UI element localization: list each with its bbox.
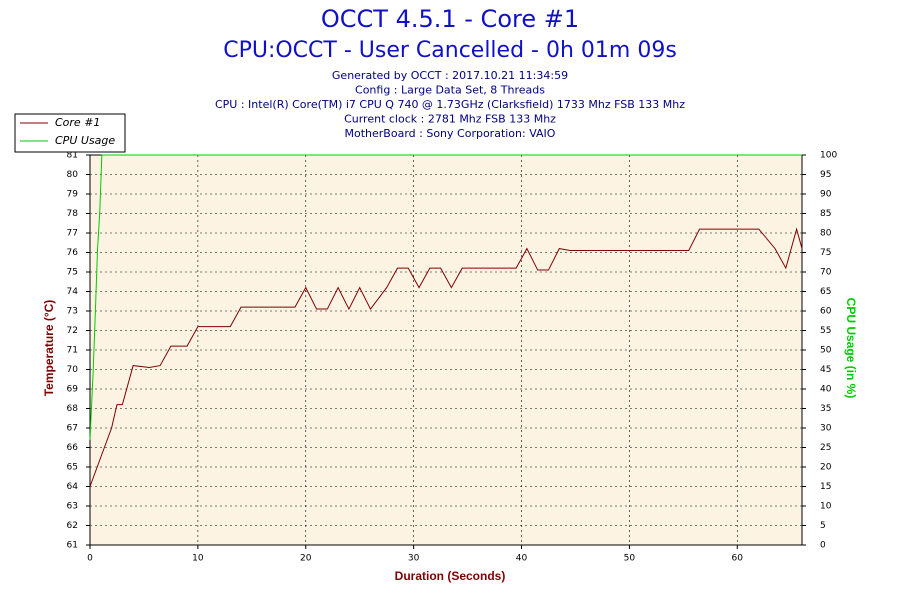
info-line: MotherBoard : Sony Corporation: VAIO xyxy=(345,127,556,140)
y-tick-label: 71 xyxy=(67,346,78,356)
info-line: Config : Large Data Set, 8 Threads xyxy=(355,84,545,97)
y-tick-label: 64 xyxy=(67,482,79,492)
chart-subtitle: CPU:OCCT - User Cancelled - 0h 01m 09s xyxy=(223,38,677,63)
info-line: Current clock : 2781 Mhz FSB 133 Mhz xyxy=(344,113,556,126)
y-tick-label: 68 xyxy=(67,404,79,414)
y-tick-label: 78 xyxy=(67,209,79,219)
x-tick-label: 0 xyxy=(87,554,93,564)
y2-tick-label: 55 xyxy=(820,326,831,336)
chart-title: OCCT 4.5.1 - Core #1 xyxy=(321,5,579,33)
y-tick-label: 63 xyxy=(67,502,78,512)
legend-box xyxy=(14,113,126,153)
y2-tick-label: 10 xyxy=(820,502,832,512)
y-tick-label: 62 xyxy=(67,521,78,531)
y2-tick-label: 85 xyxy=(820,209,831,219)
y2-tick-label: 45 xyxy=(820,365,831,375)
y-tick-label: 76 xyxy=(67,248,79,258)
y2-tick-label: 25 xyxy=(820,443,831,453)
y-tick-label: 67 xyxy=(67,424,78,434)
y2-tick-label: 15 xyxy=(820,482,831,492)
y2-axis-label: CPU Usage (in %) xyxy=(844,298,858,399)
y2-tick-label: 30 xyxy=(820,424,832,434)
x-tick-label: 30 xyxy=(408,554,420,564)
y-tick-label: 73 xyxy=(67,307,78,317)
x-tick-label: 50 xyxy=(624,554,636,564)
y2-tick-label: 5 xyxy=(820,521,826,531)
y-axis-label: Temperature (°C) xyxy=(42,300,56,397)
legend-label: Core #1 xyxy=(55,116,100,129)
y2-tick-label: 90 xyxy=(820,190,832,200)
info-line: CPU : Intel(R) Core(TM) i7 CPU Q 740 @ 1… xyxy=(215,98,685,111)
y-tick-label: 81 xyxy=(67,151,78,161)
y-tick-label: 72 xyxy=(67,326,78,336)
y2-tick-label: 100 xyxy=(820,151,837,161)
y-tick-label: 70 xyxy=(67,365,79,375)
y2-tick-label: 95 xyxy=(820,170,831,180)
y-tick-label: 80 xyxy=(67,170,79,180)
y2-tick-label: 20 xyxy=(820,463,832,473)
y-tick-label: 75 xyxy=(67,268,78,278)
x-tick-label: 40 xyxy=(516,554,528,564)
y2-tick-label: 65 xyxy=(820,287,831,297)
data-line xyxy=(89,154,802,440)
y-tick-label: 61 xyxy=(67,541,78,551)
y2-tick-label: 50 xyxy=(820,346,832,356)
x-axis-label: Duration (Seconds) xyxy=(395,569,506,583)
x-tick-label: 20 xyxy=(300,554,312,564)
y2-tick-label: 0 xyxy=(820,541,826,551)
y-tick-label: 74 xyxy=(67,287,79,297)
info-line: Generated by OCCT : 2017.10.21 11:34:59 xyxy=(332,69,568,82)
y2-tick-label: 75 xyxy=(820,248,831,258)
y2-tick-label: 80 xyxy=(820,229,832,239)
y2-tick-label: 35 xyxy=(820,404,831,414)
legend-label: CPU Usage xyxy=(55,134,115,147)
y-tick-label: 65 xyxy=(67,463,78,473)
x-tick-label: 60 xyxy=(732,554,744,564)
y2-tick-label: 70 xyxy=(820,268,832,278)
y2-tick-label: 40 xyxy=(820,385,832,395)
y-tick-label: 69 xyxy=(67,385,79,395)
x-tick-label: 10 xyxy=(192,554,204,564)
data-line xyxy=(89,227,803,487)
y-tick-label: 77 xyxy=(67,229,78,239)
y-tick-label: 66 xyxy=(67,443,79,453)
y-tick-label: 79 xyxy=(67,190,79,200)
y2-tick-label: 60 xyxy=(820,307,832,317)
